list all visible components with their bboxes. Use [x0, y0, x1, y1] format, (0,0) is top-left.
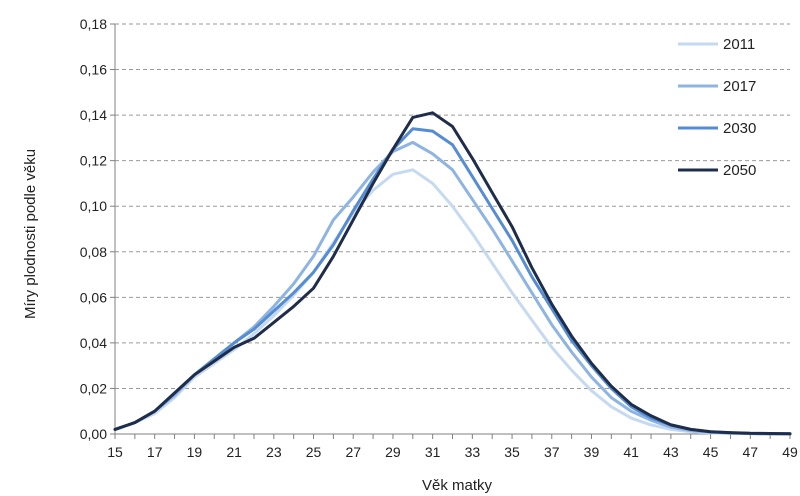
series-line-2017 — [113, 140, 792, 436]
y-tick-label: 0,06 — [80, 289, 107, 305]
x-tick-label: 37 — [544, 444, 560, 460]
x-tick-label: 19 — [187, 444, 203, 460]
x-tick-label: 21 — [226, 444, 242, 460]
y-tick-label: 0,08 — [80, 244, 107, 260]
y-axis-title: Míry plodnosti podle věku — [22, 149, 39, 319]
axes — [110, 23, 791, 439]
x-tick-label: 43 — [663, 444, 679, 460]
series-line-2050 — [113, 111, 792, 436]
x-tick-label: 35 — [504, 444, 520, 460]
y-tick-label: 0,16 — [80, 62, 107, 78]
y-axis-tick-labels: 0,00 0,02 0,04 0,06 0,08 0,10 0,12 0,14 0,16 0,18 — [80, 16, 107, 442]
y-tick-label: 0,02 — [80, 380, 107, 396]
y-tick-label: 0,04 — [80, 335, 107, 351]
x-axis-title: Věk matky — [422, 477, 493, 494]
x-tick-label: 17 — [147, 444, 163, 460]
legend-item-2030: 2030 — [678, 120, 756, 137]
legend-label: 2050 — [723, 162, 756, 179]
series-line-2011 — [113, 168, 792, 436]
x-tick-label: 39 — [584, 444, 600, 460]
y-tick-label: 0,10 — [80, 198, 107, 214]
x-tick-label: 33 — [465, 444, 481, 460]
y-tick-label: 0,12 — [80, 153, 107, 169]
legend-label: 2030 — [723, 120, 756, 137]
legend-item-2017: 2017 — [678, 78, 756, 95]
legend: 2011 2017 2030 2050 — [678, 36, 756, 179]
legend-label: 2011 — [723, 36, 755, 53]
y-tick-label: 0,14 — [80, 107, 107, 123]
legend-item-2050: 2050 — [678, 162, 756, 179]
x-tick-label: 25 — [306, 444, 322, 460]
x-tick-label: 49 — [782, 444, 798, 460]
x-tick-label: 23 — [266, 444, 282, 460]
series-lines — [113, 111, 792, 436]
x-axis-tick-labels: 15 17 19 21 23 25 27 29 31 33 35 37 39 41 43 45 47 49 — [107, 444, 798, 460]
legend-item-2011: 2011 — [678, 36, 755, 53]
x-tick-label: 27 — [345, 444, 361, 460]
x-tick-label: 29 — [385, 444, 401, 460]
x-tick-label: 31 — [425, 444, 441, 460]
x-tick-label: 47 — [743, 444, 759, 460]
y-tick-label: 0,18 — [80, 16, 107, 32]
x-tick-label: 45 — [703, 444, 719, 460]
x-tick-label: 41 — [623, 444, 639, 460]
legend-label: 2017 — [723, 78, 756, 95]
x-tick-label: 15 — [107, 444, 123, 460]
y-tick-label: 0,00 — [80, 426, 107, 442]
